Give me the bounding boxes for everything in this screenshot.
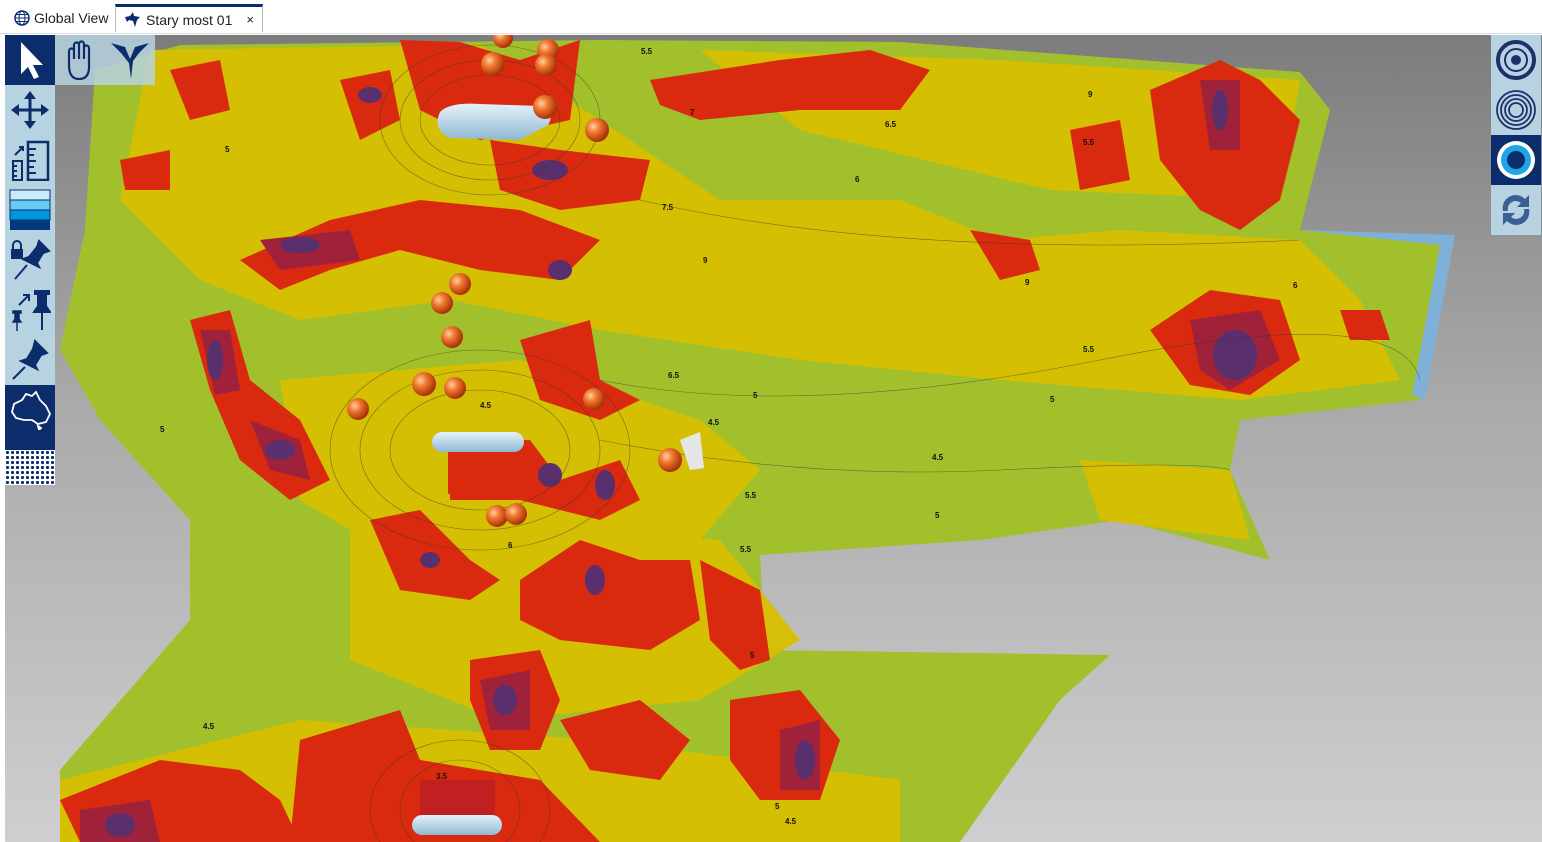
resize-pin-icon xyxy=(11,290,51,331)
depth-label: 5.5 xyxy=(1083,345,1095,354)
resize-pin-button[interactable] xyxy=(5,285,55,335)
globe-icon xyxy=(14,10,30,26)
pelican-tool-button[interactable] xyxy=(105,35,155,85)
depth-label: 5 xyxy=(750,651,755,660)
depth-label: 4.5 xyxy=(708,418,720,427)
lock-pin-icon xyxy=(11,239,51,280)
depth-label: 4.5 xyxy=(480,401,492,410)
close-tab-button[interactable]: × xyxy=(246,12,254,27)
select-tool-button[interactable] xyxy=(5,35,55,85)
bathymetry-map[interactable]: 5.5 7 9 6.5 5.5 6 7.5 9 5 6 9 5.5 5 5 4.… xyxy=(5,35,1542,842)
tab-label: Global View xyxy=(34,10,109,26)
depth-labels: 5.5 7 9 6.5 5.5 6 7.5 9 5 6 9 5.5 5 5 4.… xyxy=(160,47,1298,826)
scale-tool-button[interactable] xyxy=(5,135,55,185)
depth-label: 5 xyxy=(225,145,230,154)
tab-global-view[interactable]: Global View xyxy=(6,4,116,32)
depth-label: 5 xyxy=(753,391,758,400)
lock-pin-button[interactable] xyxy=(5,235,55,285)
depth-label: 5.5 xyxy=(1083,138,1095,147)
depth-label: 7 xyxy=(690,108,695,117)
pin-button[interactable] xyxy=(5,335,55,385)
sonar-point-icon xyxy=(1497,141,1535,179)
refresh-button[interactable] xyxy=(1491,185,1541,235)
concentric-rings-icon xyxy=(1496,90,1536,130)
scale-ruler-icon xyxy=(12,140,50,181)
hand-tool-button[interactable] xyxy=(55,35,105,85)
depth-label: 6 xyxy=(508,541,513,550)
shark-icon xyxy=(125,11,140,27)
piers xyxy=(412,103,704,835)
top-toolbar xyxy=(55,35,155,85)
hand-icon xyxy=(67,40,91,81)
rings-button[interactable] xyxy=(1491,85,1541,135)
deepest-zones xyxy=(105,87,1257,837)
pelican-icon xyxy=(111,43,149,79)
depth-label: 5 xyxy=(775,802,780,811)
tab-stary-most[interactable]: Stary most 01 × xyxy=(115,4,263,32)
depth-label: 5 xyxy=(160,425,165,434)
depth-label: 7.5 xyxy=(662,203,674,212)
contour-lines xyxy=(329,44,1421,842)
left-toolbar xyxy=(5,35,55,485)
depth-label: 5 xyxy=(1050,395,1055,404)
survey-markers[interactable] xyxy=(347,35,682,527)
depth-label: 6.5 xyxy=(885,120,897,129)
australia-map-icon xyxy=(11,390,52,430)
select-arrow-icon xyxy=(21,42,43,79)
depth-label: 5 xyxy=(935,511,940,520)
right-toolbar xyxy=(1491,35,1541,235)
depth-layers-button[interactable] xyxy=(5,185,55,235)
depth-label: 6 xyxy=(855,175,860,184)
depth-label: 4.5 xyxy=(785,817,797,826)
tab-label: Stary most 01 xyxy=(146,11,233,28)
target-button[interactable] xyxy=(1491,35,1541,85)
target-icon xyxy=(1496,40,1536,80)
depth-label: 9 xyxy=(1088,90,1093,99)
depth-label: 4.5 xyxy=(203,722,215,731)
chart-region-button[interactable] xyxy=(5,385,55,435)
depth-label: 3.5 xyxy=(436,772,448,781)
depth-label: 6 xyxy=(1293,281,1298,290)
refresh-icon xyxy=(1502,195,1530,225)
depth-label: 5.5 xyxy=(745,491,757,500)
depth-label: 4.5 xyxy=(932,453,944,462)
pan-move-icon xyxy=(11,91,49,129)
depth-layers-icon xyxy=(9,189,51,230)
pin-icon xyxy=(12,339,49,380)
map-viewport[interactable]: 5.5 7 9 6.5 5.5 6 7.5 9 5 6 9 5.5 5 5 4.… xyxy=(5,35,1542,842)
depth-label: 9 xyxy=(703,256,708,265)
sonar-point-button[interactable] xyxy=(1491,135,1541,185)
dither-pattern-icon[interactable] xyxy=(5,435,55,485)
depth-label: 6.5 xyxy=(668,371,680,380)
tab-bar: Global View Stary most 01 × xyxy=(0,0,1542,34)
move-tool-button[interactable] xyxy=(5,85,55,135)
depth-label: 5.5 xyxy=(641,47,653,56)
depth-label: 5.5 xyxy=(740,545,752,554)
depth-label: 9 xyxy=(1025,278,1030,287)
